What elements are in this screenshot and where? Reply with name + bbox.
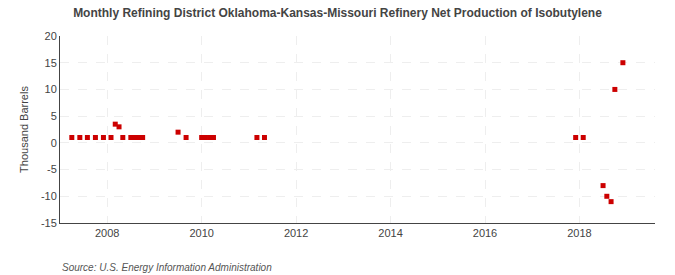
svg-text:0: 0 (51, 137, 57, 149)
svg-text:2008: 2008 (95, 227, 119, 239)
svg-text:-15: -15 (41, 217, 57, 229)
svg-text:-10: -10 (41, 190, 57, 202)
svg-text:20: 20 (45, 30, 57, 42)
svg-text:2016: 2016 (473, 227, 497, 239)
svg-text:Thousand Barrels: Thousand Barrels (18, 86, 30, 173)
svg-text:10: 10 (45, 83, 57, 95)
svg-text:2010: 2010 (189, 227, 213, 239)
svg-text:2012: 2012 (284, 227, 308, 239)
svg-text:2018: 2018 (567, 227, 591, 239)
svg-text:5: 5 (51, 110, 57, 122)
svg-text:2014: 2014 (378, 227, 402, 239)
svg-text:Source: U.S. Energy Informatio: Source: U.S. Energy Information Administ… (62, 262, 272, 273)
svg-text:-5: -5 (47, 163, 57, 175)
svg-text:15: 15 (45, 57, 57, 69)
svg-text:Monthly Refining District Okla: Monthly Refining District Oklahoma-Kansa… (73, 6, 602, 20)
